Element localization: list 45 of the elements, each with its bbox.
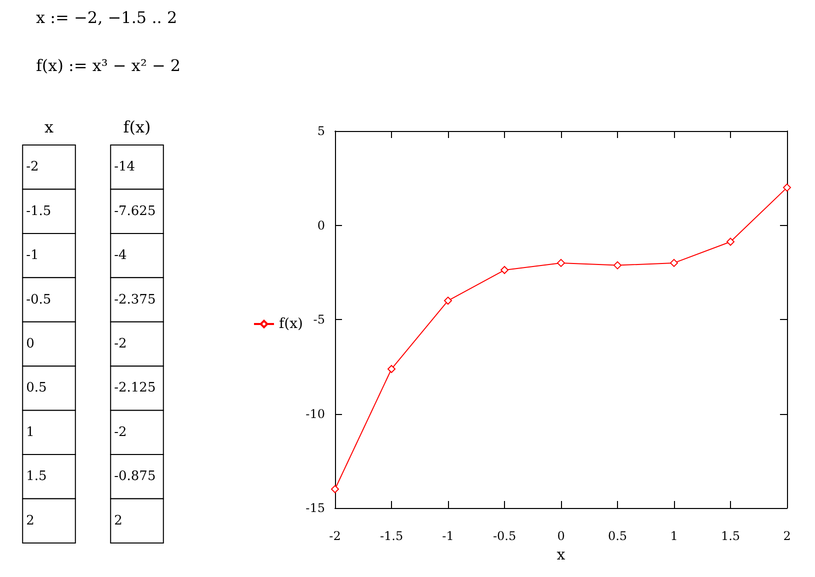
point [614, 261, 622, 270]
point [331, 485, 339, 494]
data-label: -1.5 [26, 204, 52, 219]
data-label: -4 [114, 248, 127, 264]
legend-label: f(x) [279, 316, 304, 332]
text: f(x) := x³ − x² − 2 [36, 56, 181, 75]
x-tick-label: -2 [329, 529, 341, 543]
data-label: -1 [26, 248, 39, 264]
point [500, 266, 508, 274]
data-label: 0 [26, 336, 34, 352]
y-tick-label: -5 [313, 312, 325, 326]
x-tick-label: 1.5 [720, 529, 740, 543]
data-label: 2 [26, 513, 34, 528]
y-tick-label: 5 [317, 124, 325, 138]
point [444, 296, 452, 305]
data-label: -7.625 [114, 204, 156, 219]
y-tick-label: 0 [317, 218, 325, 232]
x-tick-label: 2 [783, 529, 791, 543]
data-label: -2 [114, 424, 127, 440]
x-tick-label: 0 [557, 529, 565, 543]
data-label: -2 [114, 336, 127, 352]
data-label: -2.375 [114, 292, 156, 308]
data-label: -14 [114, 160, 136, 175]
x-tick-label: -0.5 [492, 529, 516, 543]
x-tick-label: -1 [442, 529, 454, 543]
x-tick-label: -1.5 [380, 529, 404, 543]
point [726, 238, 734, 246]
x-tick-label: 1 [670, 529, 678, 543]
data-label: -0.5 [26, 292, 52, 308]
text: x := −2, −1.5 .. 2 [36, 8, 178, 27]
x-axis-title: x [556, 545, 566, 564]
x-tick-label: 0.5 [608, 529, 628, 543]
data-label: 1.5 [26, 469, 47, 484]
y-tick-label: -15 [306, 501, 325, 515]
data-label: 0.5 [26, 380, 47, 396]
data-label: -2 [26, 160, 39, 175]
point [557, 258, 565, 267]
point [783, 184, 791, 192]
point [670, 258, 678, 267]
y-tick-label: -10 [306, 406, 325, 421]
data-label: 1 [26, 424, 34, 440]
data-label: -2.125 [114, 380, 156, 396]
point [388, 364, 396, 373]
data-label: -0.875 [114, 469, 156, 484]
data-label: 2 [114, 513, 122, 528]
